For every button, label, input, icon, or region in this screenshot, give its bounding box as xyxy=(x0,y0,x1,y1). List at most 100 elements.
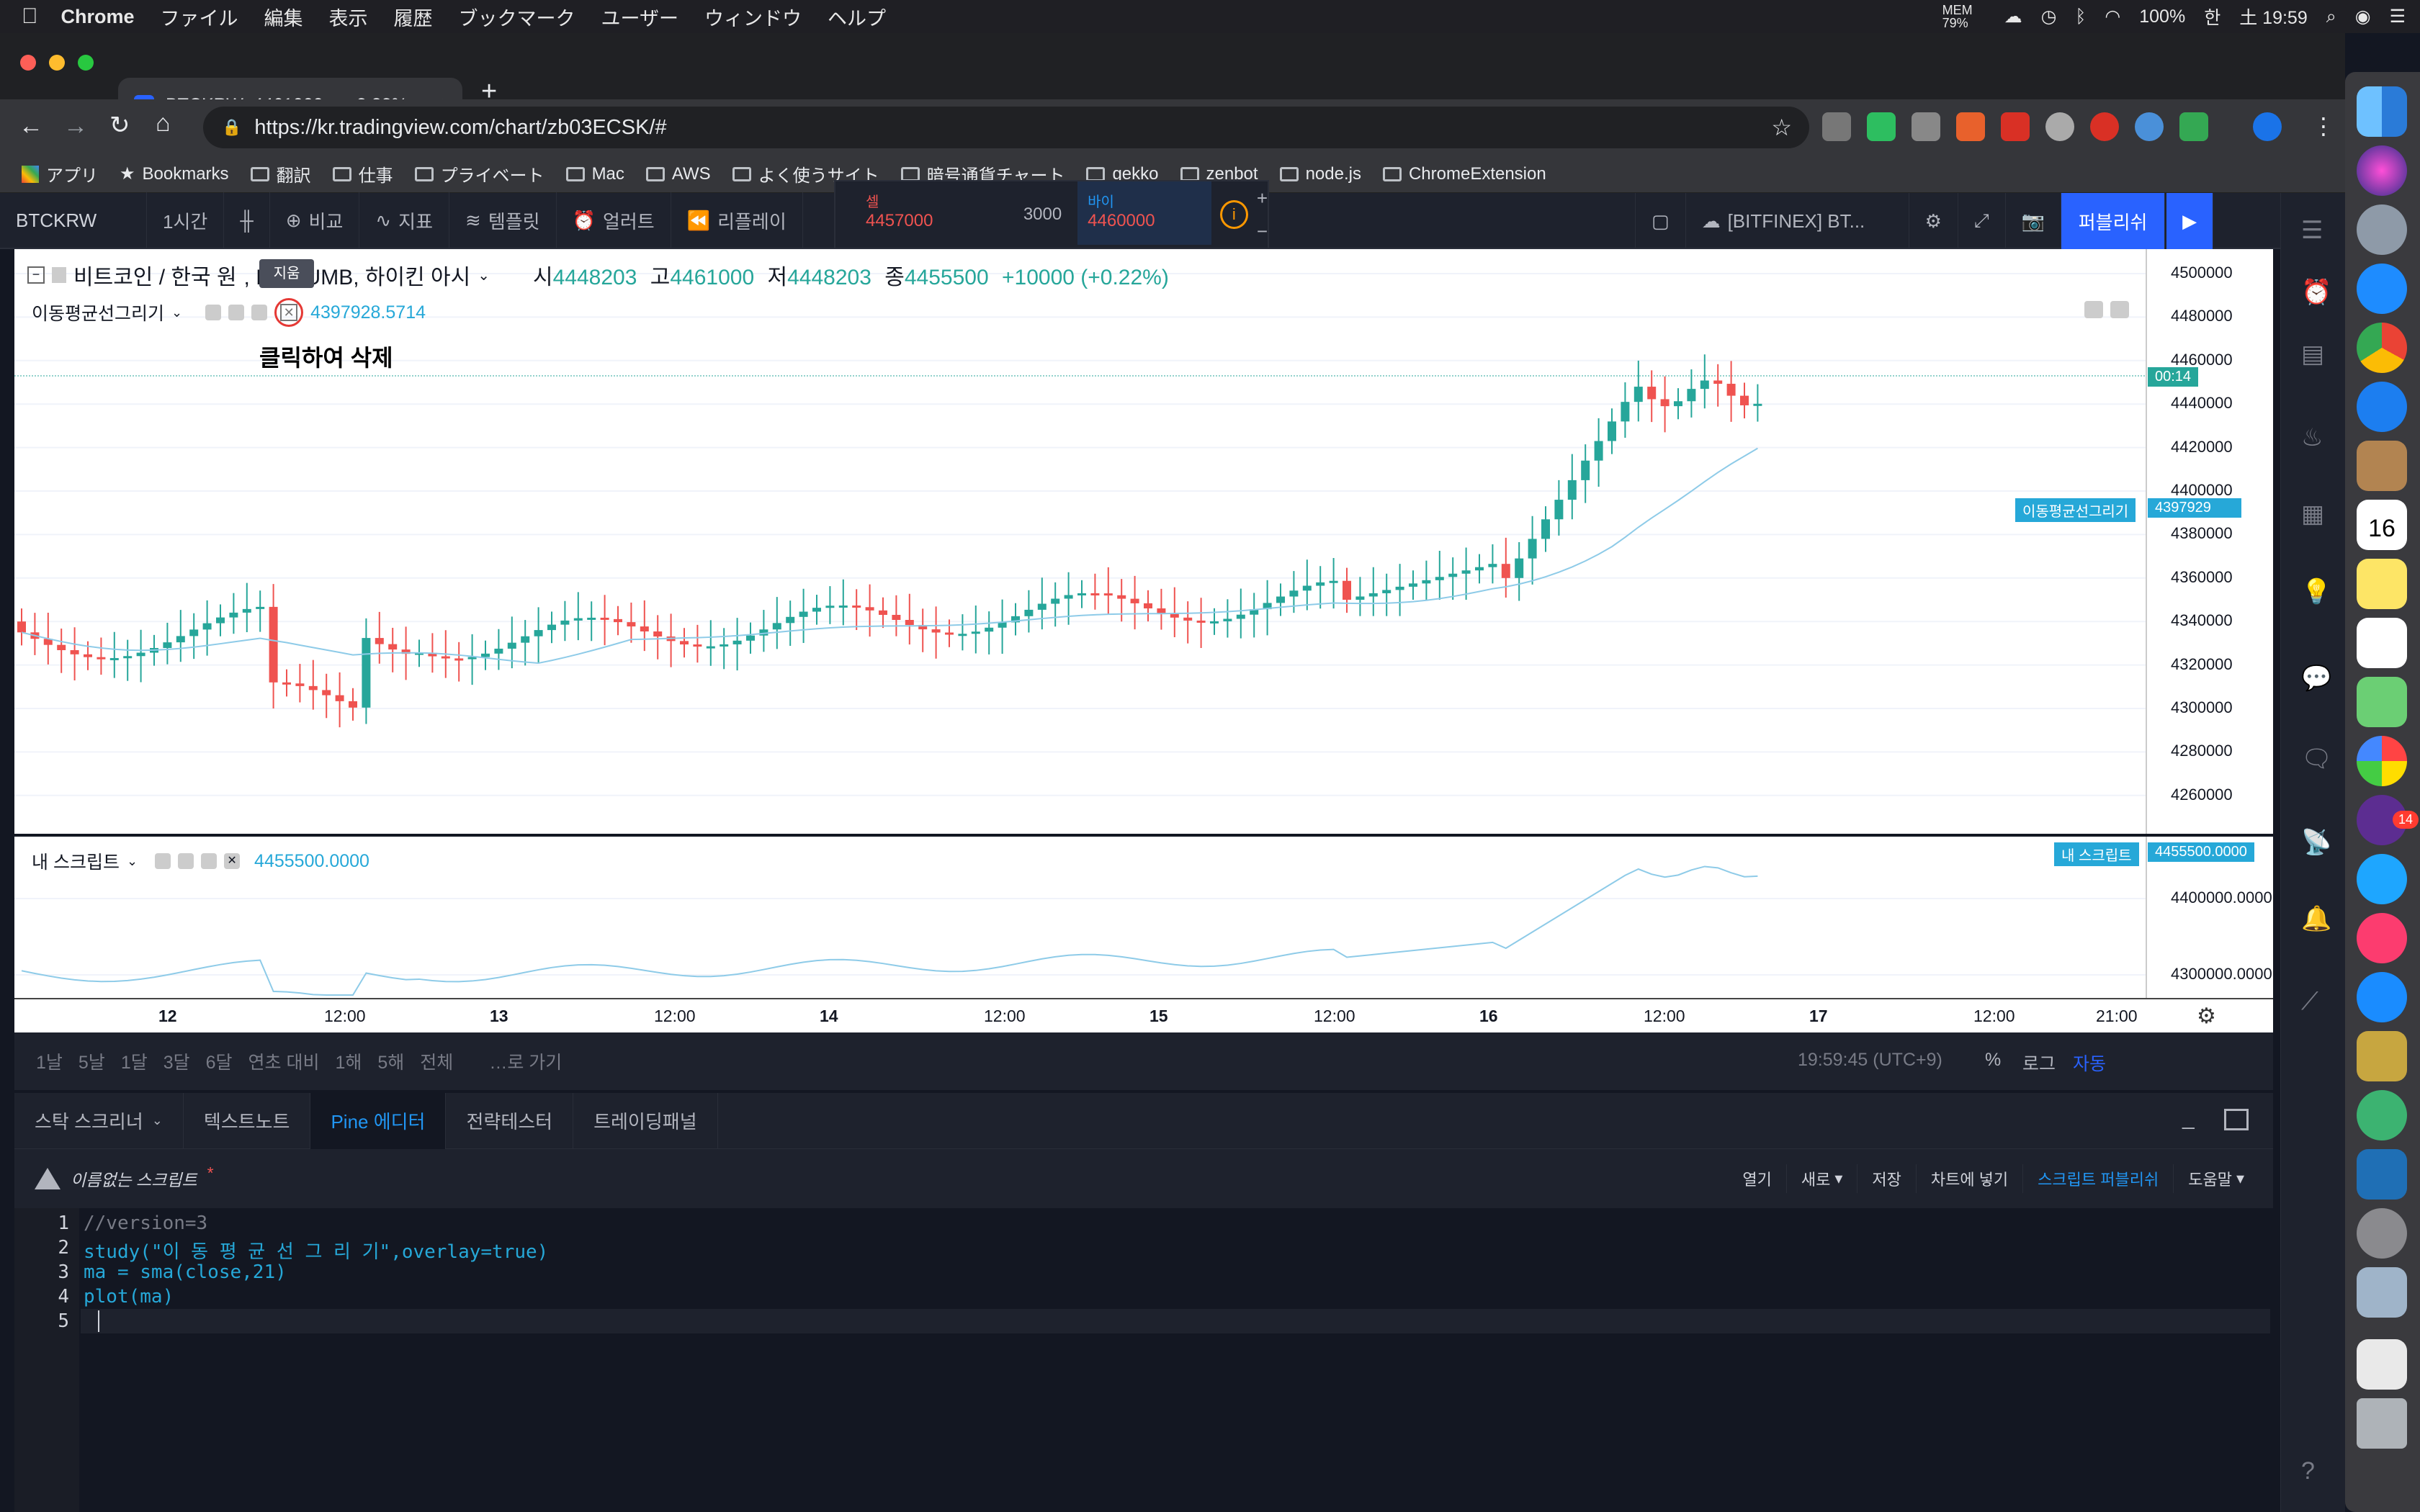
settings-small-icon[interactable] xyxy=(228,305,245,320)
fullscreen-button[interactable]: ⤢ xyxy=(1958,193,2006,249)
bookmark-folder[interactable]: プライベート xyxy=(414,161,544,186)
launchpad-icon[interactable] xyxy=(2357,204,2407,255)
layout-button[interactable]: ▢ xyxy=(1635,193,1686,249)
save-script-button[interactable]: 저장 xyxy=(1857,1164,1917,1193)
time-machine-icon[interactable]: ◷ xyxy=(2040,6,2057,27)
code-line[interactable]: //version=3 xyxy=(84,1212,208,1234)
bookmark-star-icon[interactable]: ☆ xyxy=(1771,114,1792,140)
bookmark-folder[interactable]: node.js xyxy=(1279,164,1361,184)
order-panel-icon[interactable]: ⟋ xyxy=(2301,988,2318,1015)
calendar-icon[interactable]: ▦ xyxy=(2301,500,2325,528)
chart-settings-gear-icon[interactable]: ⚙ xyxy=(2197,1004,2216,1028)
mem-indicator[interactable]: MEM 79% xyxy=(1942,3,1973,30)
tab-trading-panel[interactable]: 트레이딩패널 xyxy=(573,1092,718,1149)
range-button[interactable]: 6달 xyxy=(205,1053,233,1073)
safari-icon[interactable] xyxy=(2357,264,2407,314)
wifi-icon[interactable]: ◠ xyxy=(2105,6,2121,27)
notifications-icon[interactable]: 🔔 xyxy=(2301,905,2332,932)
alerts-icon[interactable]: ⏰ xyxy=(2301,279,2332,306)
bookmark-folder[interactable]: ChromeExtension xyxy=(1382,164,1546,184)
streams-icon[interactable]: 📡 xyxy=(2301,829,2332,856)
snapshot-button[interactable]: 📷 xyxy=(2006,193,2062,249)
chevron-down-icon[interactable]: ⌄ xyxy=(126,853,138,868)
chart-style-button[interactable]: ╫ xyxy=(224,192,270,248)
add-to-chart-button[interactable]: 차트에 넣기 xyxy=(1917,1164,2024,1193)
bookmark-folder[interactable]: 翻訳 xyxy=(250,161,311,186)
percent-toggle[interactable]: % xyxy=(1985,1050,2002,1070)
messages-icon[interactable] xyxy=(2357,854,2407,904)
minimize-panel-icon[interactable]: _ xyxy=(2182,1106,2195,1130)
spotlight-icon[interactable]: ⌕ xyxy=(2326,6,2336,27)
publish-script-button[interactable]: 스크립트 퍼블리쉬 xyxy=(2023,1164,2174,1193)
close-window-button[interactable] xyxy=(20,55,36,71)
input-method[interactable]: 한 xyxy=(2204,8,2221,28)
buy-button[interactable]: 바이 4460000 xyxy=(1077,181,1211,245)
chat-icon[interactable]: 💬 xyxy=(2301,665,2332,692)
settings-small-icon[interactable] xyxy=(178,853,194,869)
templates-button[interactable]: ≋ 템플릿 xyxy=(449,192,557,248)
script-name[interactable]: 이름없는 스크립트 xyxy=(71,1171,197,1189)
open-script-button[interactable]: 열기 xyxy=(1728,1164,1787,1193)
tab-strategy-tester[interactable]: 전략테스터 xyxy=(446,1092,574,1149)
alert-button[interactable]: ⏰ 얼러트 xyxy=(557,192,671,248)
range-button[interactable]: 5날 xyxy=(78,1053,105,1073)
atom-icon[interactable] xyxy=(2357,1090,2407,1140)
navigation-app-icon[interactable] xyxy=(2357,382,2407,432)
menu-file[interactable]: ファイル xyxy=(144,7,238,30)
compare-button[interactable]: ⊕ 비교 xyxy=(270,192,360,248)
finder-icon[interactable] xyxy=(2357,86,2407,137)
scroll-down-button[interactable] xyxy=(2110,301,2129,318)
tab-stock-screener[interactable]: 스탁 스크리너 ⌄ xyxy=(14,1092,184,1149)
range-button[interactable]: 1날 xyxy=(36,1053,63,1073)
tab-pine-editor[interactable]: Pine 에디터 xyxy=(310,1092,447,1149)
app-menu[interactable]: Chrome xyxy=(45,5,135,27)
chevron-down-icon[interactable]: ⌄ xyxy=(171,305,183,320)
utc-time[interactable]: 19:59:45 (UTC+9) xyxy=(1798,1050,1942,1070)
siri-icon[interactable] xyxy=(2357,145,2407,196)
battery-status[interactable]: 100% xyxy=(2139,6,2186,27)
reminders-icon[interactable] xyxy=(2357,618,2407,668)
bookmark-folder[interactable]: AWS xyxy=(645,164,711,184)
range-button[interactable]: 연초 대비 xyxy=(248,1053,320,1073)
siri-icon[interactable]: ◉ xyxy=(2354,6,2371,27)
range-button[interactable]: 전체 xyxy=(420,1053,454,1073)
settings-button[interactable]: ⚙ xyxy=(1909,193,1958,249)
apple-icon[interactable]:  xyxy=(22,4,38,29)
range-button[interactable]: 3달 xyxy=(163,1053,190,1073)
reload-icon[interactable]: ↻ xyxy=(109,112,130,139)
publish-button[interactable]: 퍼블리쉬 xyxy=(2061,193,2166,249)
extension-icon[interactable] xyxy=(1912,112,1940,141)
itunes-icon[interactable] xyxy=(2357,913,2407,963)
notebook-icon[interactable] xyxy=(2357,441,2407,491)
chrome-menu-icon[interactable]: ⋮ xyxy=(2312,113,2335,139)
forward-icon[interactable]: → xyxy=(63,112,88,140)
code-line[interactable]: ma = sma(close,21) xyxy=(84,1261,287,1283)
minimize-window-button[interactable] xyxy=(49,55,65,71)
time-axis[interactable]: 12 12:00 13 12:00 14 12:00 15 12:00 16 12:00 17 12:… xyxy=(14,998,2273,1032)
lock-extension-icon[interactable] xyxy=(2001,112,2030,141)
symbol-search-button[interactable]: BTCKRW xyxy=(0,192,147,248)
translate-extension-icon[interactable] xyxy=(2179,112,2208,141)
app-store-icon[interactable] xyxy=(2357,972,2407,1022)
menu-history[interactable]: 履歴 xyxy=(377,7,433,30)
hotlist-icon[interactable]: ♨ xyxy=(2301,424,2323,451)
range-button[interactable]: 5해 xyxy=(377,1053,405,1073)
notification-center-icon[interactable]: ☰ xyxy=(2389,6,2406,27)
scroll-up-button[interactable] xyxy=(2084,301,2103,318)
cloud-extension-icon[interactable] xyxy=(2135,112,2164,141)
remove-study-button[interactable]: ✕ xyxy=(274,298,304,327)
range-button[interactable]: 1해 xyxy=(335,1053,362,1073)
range-button[interactable]: 1달 xyxy=(120,1053,148,1073)
source-code-icon[interactable] xyxy=(201,853,218,869)
bookmark-folder[interactable]: Mac xyxy=(565,164,624,184)
system-preferences-icon[interactable] xyxy=(2357,1208,2407,1259)
interval-button[interactable]: 1시간 xyxy=(147,192,225,248)
home-icon[interactable]: ⌂ xyxy=(156,109,171,137)
collapse-legend-icon[interactable]: − xyxy=(27,266,45,284)
quantity-minus-button[interactable]: − xyxy=(1256,220,1268,242)
eye-icon[interactable] xyxy=(155,853,171,869)
maximize-panel-icon[interactable] xyxy=(2224,1109,2249,1130)
bookmark-apps[interactable]: アプリ xyxy=(22,161,98,186)
replay-button[interactable]: ⏪ 리플레이 xyxy=(671,192,803,248)
sell-button[interactable]: 셀 4457000 xyxy=(856,181,1008,245)
